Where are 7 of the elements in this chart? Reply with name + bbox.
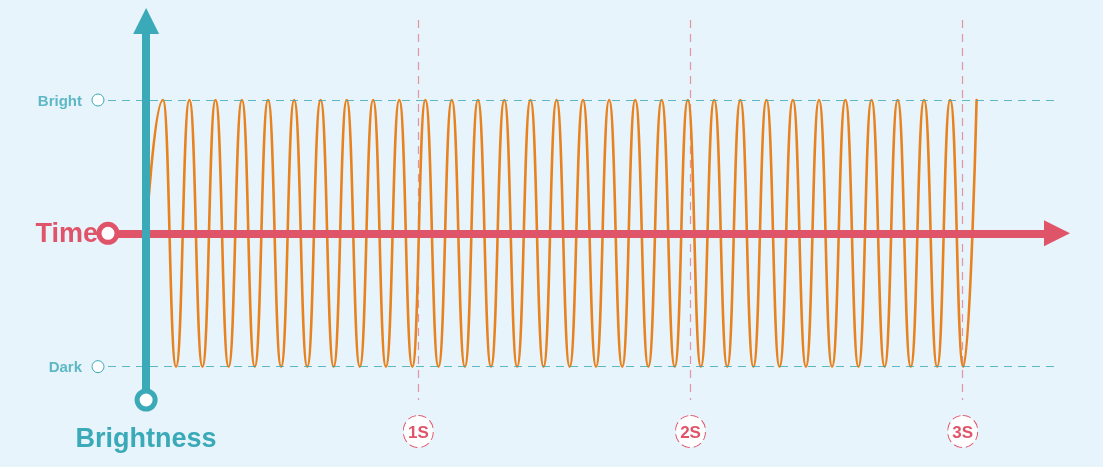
x-tick-label: 1S	[407, 423, 429, 442]
x-tick-label: 3S	[952, 423, 974, 442]
x-axis-title: Time	[35, 218, 98, 249]
x-tick-label: 2S	[680, 423, 701, 442]
y-axis-title: Brightness	[75, 422, 217, 453]
ref-line-label: Dark	[48, 358, 83, 376]
ref-line-label: Bright	[37, 91, 82, 109]
